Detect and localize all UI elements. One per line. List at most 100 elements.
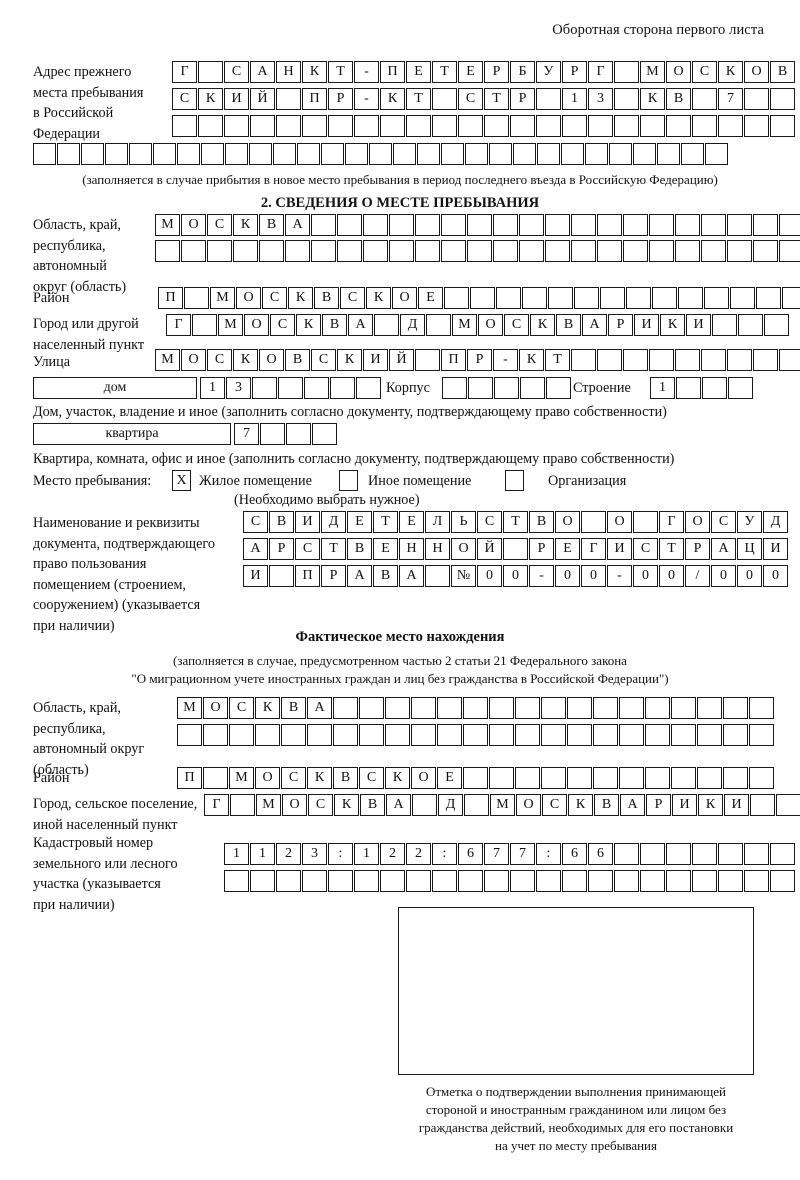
char-cell[interactable]: П bbox=[380, 61, 405, 83]
char-cell[interactable]: 3 bbox=[588, 88, 613, 110]
char-cell[interactable]: Д bbox=[321, 511, 346, 533]
char-cell[interactable] bbox=[356, 377, 381, 399]
char-cell[interactable] bbox=[597, 214, 622, 236]
char-cell[interactable]: К bbox=[385, 767, 410, 789]
char-cell[interactable] bbox=[671, 697, 696, 719]
char-cell[interactable]: О bbox=[181, 214, 206, 236]
char-cell[interactable] bbox=[581, 511, 606, 533]
char-cell[interactable] bbox=[304, 377, 329, 399]
char-cell[interactable]: К bbox=[334, 794, 359, 816]
char-cell[interactable] bbox=[727, 240, 752, 262]
char-cell[interactable] bbox=[541, 767, 566, 789]
char-cell[interactable] bbox=[363, 240, 388, 262]
char-cell[interactable]: О bbox=[392, 287, 417, 309]
char-cell[interactable] bbox=[536, 870, 561, 892]
char-cell[interactable] bbox=[562, 115, 587, 137]
char-cell[interactable]: А bbox=[620, 794, 645, 816]
char-cell[interactable] bbox=[224, 115, 249, 137]
char-cell[interactable] bbox=[330, 377, 355, 399]
char-cell[interactable] bbox=[536, 88, 561, 110]
char-cell[interactable] bbox=[597, 240, 622, 262]
char-cell[interactable] bbox=[697, 697, 722, 719]
char-cell[interactable] bbox=[753, 214, 778, 236]
char-cell[interactable]: Г bbox=[166, 314, 191, 336]
char-cell[interactable] bbox=[333, 697, 358, 719]
checkbox-zhiloe[interactable]: X bbox=[172, 470, 191, 491]
char-cell[interactable] bbox=[417, 143, 440, 165]
char-cell[interactable]: В bbox=[285, 349, 310, 371]
char-cell[interactable] bbox=[250, 870, 275, 892]
char-cell[interactable]: Р bbox=[484, 61, 509, 83]
char-cell[interactable]: М bbox=[155, 214, 180, 236]
char-cell[interactable]: М bbox=[640, 61, 665, 83]
char-cell[interactable] bbox=[681, 143, 704, 165]
char-cell[interactable] bbox=[770, 870, 795, 892]
char-cell[interactable] bbox=[537, 143, 560, 165]
char-cell[interactable]: И bbox=[672, 794, 697, 816]
char-cell[interactable] bbox=[649, 214, 674, 236]
char-cell[interactable] bbox=[744, 88, 769, 110]
char-cell[interactable] bbox=[184, 287, 209, 309]
char-cell[interactable]: К bbox=[255, 697, 280, 719]
char-cell[interactable] bbox=[723, 724, 748, 746]
char-cell[interactable]: В bbox=[281, 697, 306, 719]
char-cell[interactable] bbox=[574, 287, 599, 309]
char-cell[interactable] bbox=[619, 724, 644, 746]
char-cell[interactable] bbox=[609, 143, 632, 165]
char-cell[interactable] bbox=[333, 724, 358, 746]
char-cell[interactable]: 3 bbox=[302, 843, 327, 865]
char-cell[interactable]: - bbox=[493, 349, 518, 371]
char-cell[interactable]: Р bbox=[646, 794, 671, 816]
char-cell[interactable]: 1 bbox=[650, 377, 675, 399]
char-cell[interactable] bbox=[153, 143, 176, 165]
char-cell[interactable] bbox=[753, 349, 778, 371]
char-cell[interactable] bbox=[494, 377, 519, 399]
char-cell[interactable]: Д bbox=[763, 511, 788, 533]
char-cell[interactable] bbox=[645, 767, 670, 789]
stamp-area[interactable] bbox=[398, 907, 754, 1075]
char-cell[interactable] bbox=[458, 115, 483, 137]
char-cell[interactable]: А bbox=[347, 565, 372, 587]
char-cell[interactable] bbox=[198, 115, 223, 137]
char-cell[interactable] bbox=[588, 870, 613, 892]
char-cell[interactable]: А bbox=[307, 697, 332, 719]
char-cell[interactable]: К bbox=[302, 61, 327, 83]
char-cell[interactable]: М bbox=[490, 794, 515, 816]
char-cell[interactable]: 1 bbox=[224, 843, 249, 865]
char-cell[interactable]: А bbox=[243, 538, 268, 560]
char-cell[interactable]: 1 bbox=[250, 843, 275, 865]
char-cell[interactable] bbox=[692, 115, 717, 137]
char-cell[interactable]: Р bbox=[328, 88, 353, 110]
char-cell[interactable] bbox=[676, 377, 701, 399]
char-cell[interactable] bbox=[666, 870, 691, 892]
char-cell[interactable]: 7 bbox=[484, 843, 509, 865]
char-cell[interactable] bbox=[519, 214, 544, 236]
char-cell[interactable] bbox=[770, 88, 795, 110]
char-cell[interactable] bbox=[415, 349, 440, 371]
char-cell[interactable] bbox=[675, 349, 700, 371]
char-cell[interactable]: С bbox=[262, 287, 287, 309]
char-cell[interactable] bbox=[744, 843, 769, 865]
char-cell[interactable] bbox=[614, 843, 639, 865]
char-cell[interactable] bbox=[432, 115, 457, 137]
char-cell[interactable]: - bbox=[607, 565, 632, 587]
char-cell[interactable] bbox=[649, 240, 674, 262]
char-cell[interactable] bbox=[692, 843, 717, 865]
char-cell[interactable]: Г bbox=[659, 511, 684, 533]
char-cell[interactable] bbox=[328, 115, 353, 137]
char-cell[interactable]: Г bbox=[588, 61, 613, 83]
char-cell[interactable]: Н bbox=[425, 538, 450, 560]
char-cell[interactable]: К bbox=[233, 349, 258, 371]
char-cell[interactable] bbox=[465, 143, 488, 165]
char-cell[interactable] bbox=[727, 214, 752, 236]
char-cell[interactable]: О bbox=[203, 697, 228, 719]
char-cell[interactable]: К bbox=[307, 767, 332, 789]
char-cell[interactable]: Р bbox=[269, 538, 294, 560]
char-cell[interactable]: С bbox=[711, 511, 736, 533]
char-cell[interactable] bbox=[738, 314, 763, 336]
